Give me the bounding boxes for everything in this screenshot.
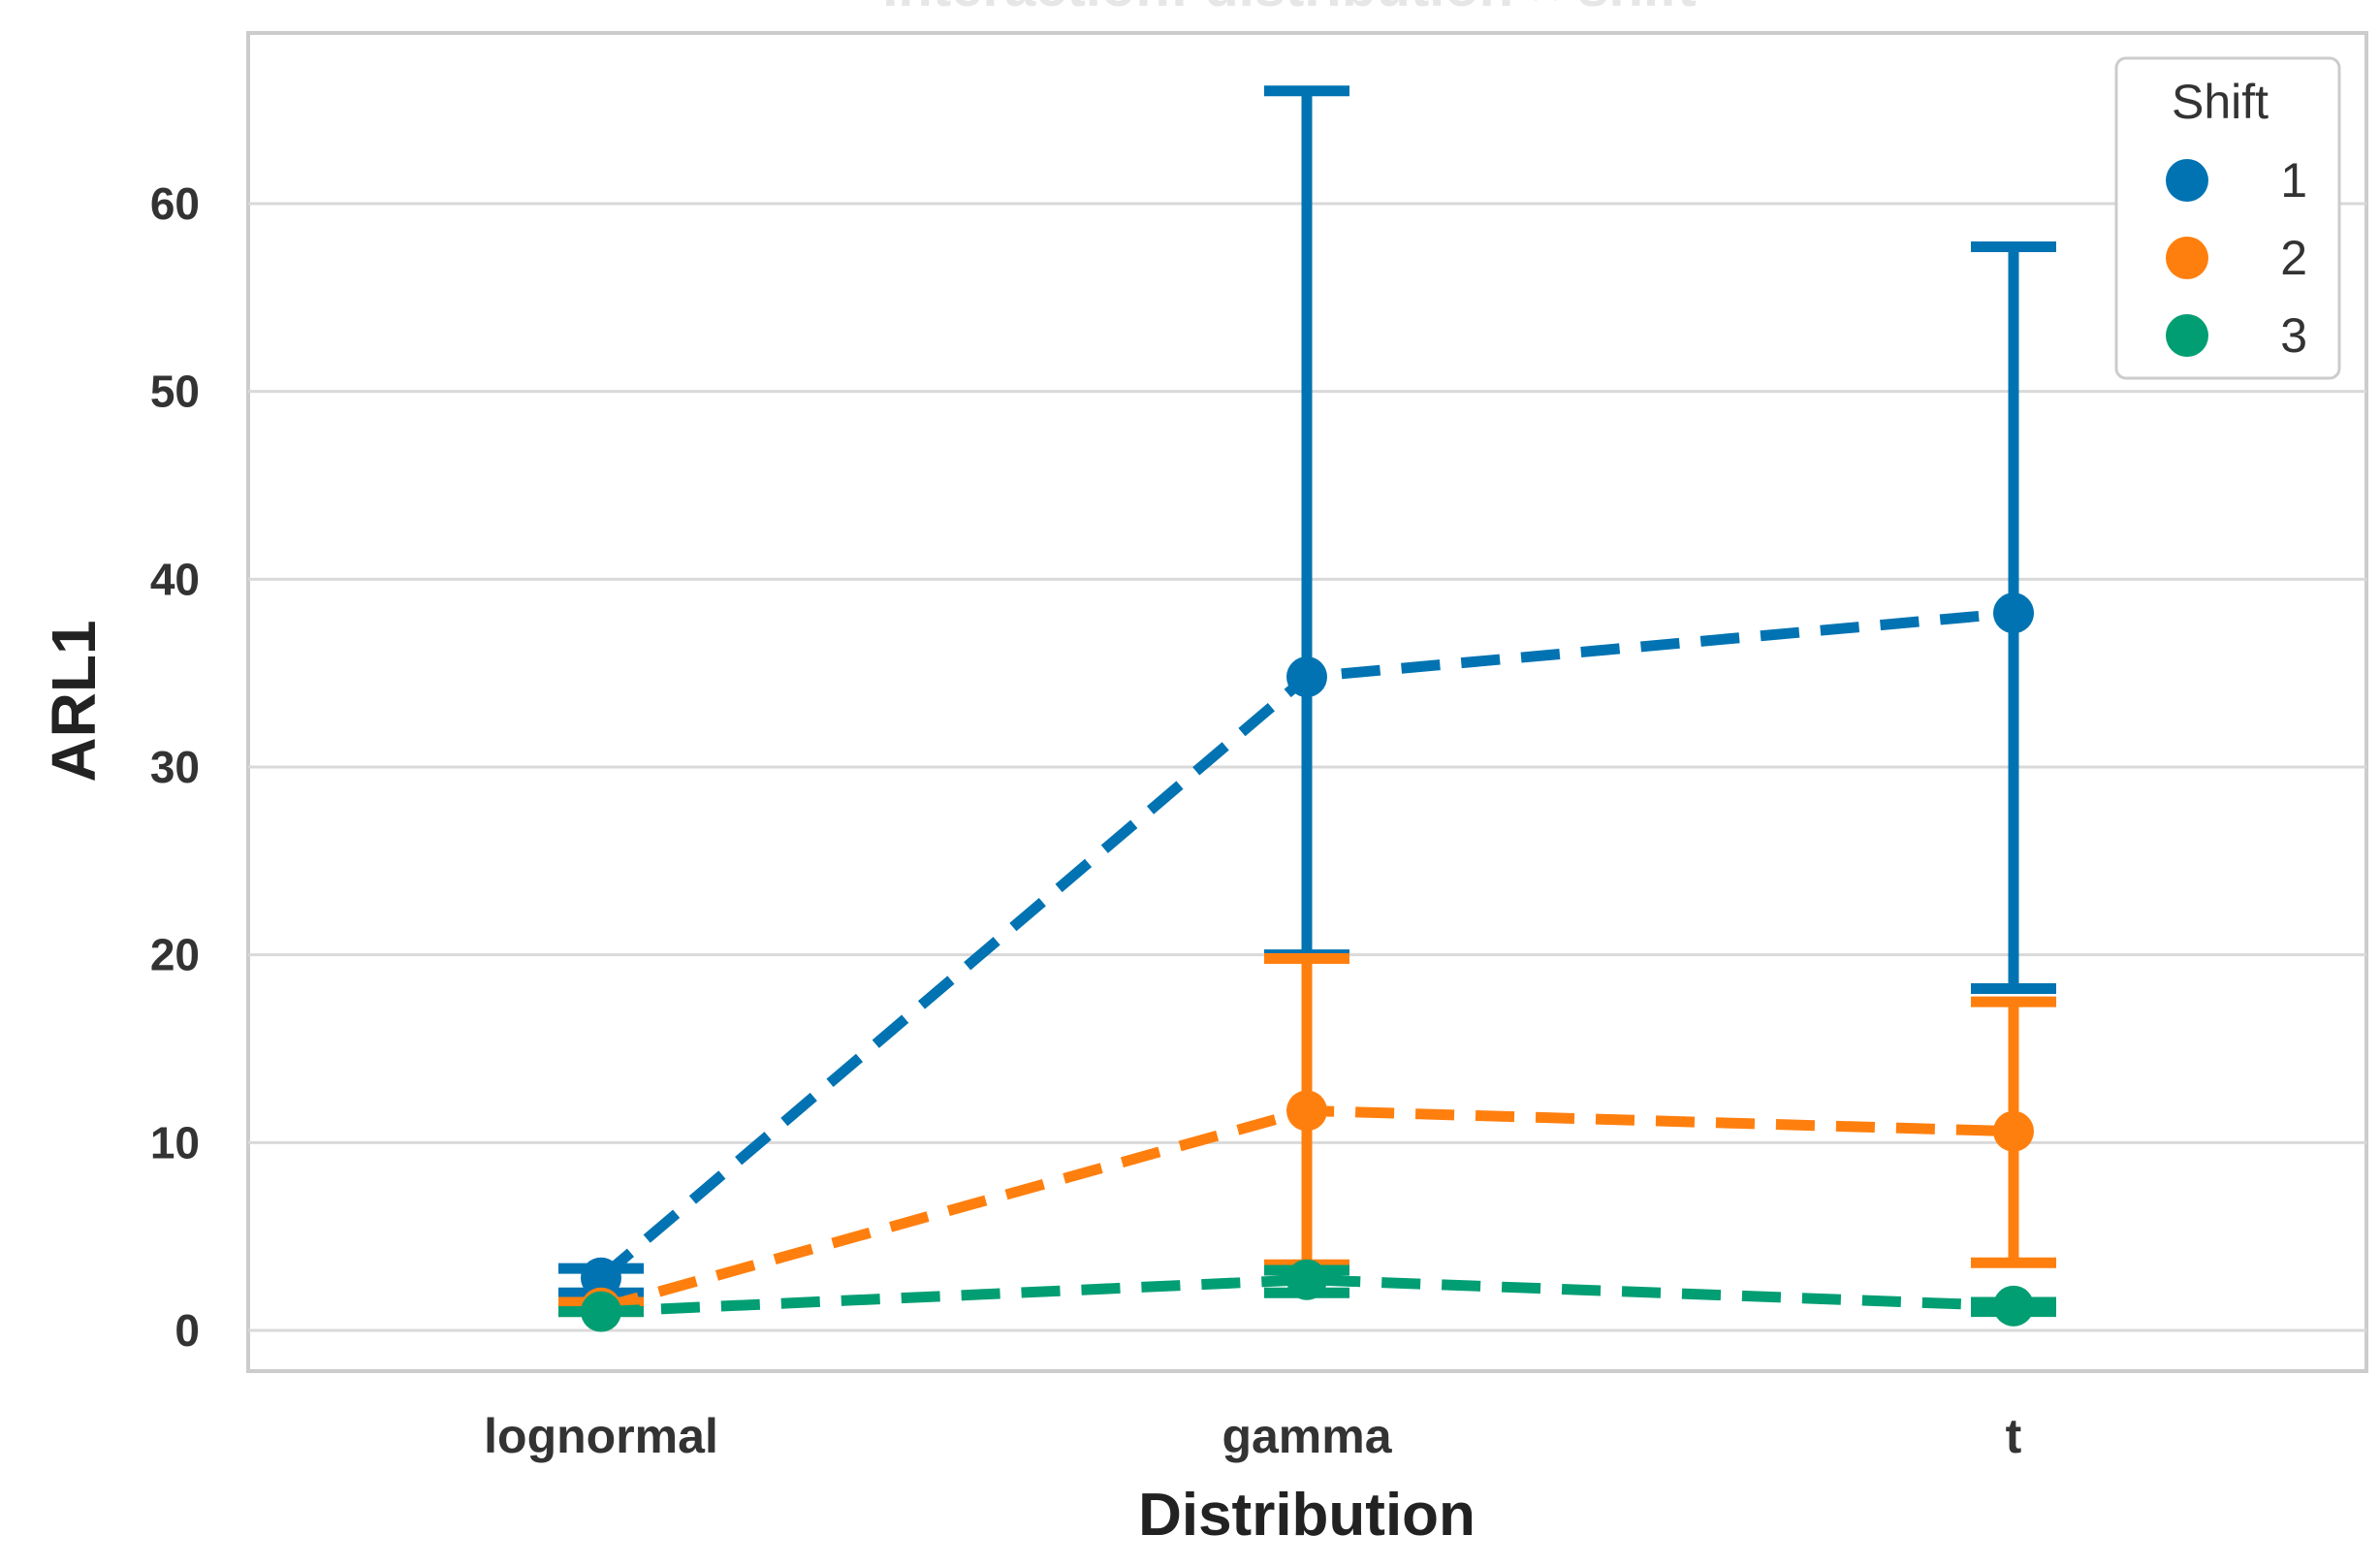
y-tick-label: 0 [175,1305,200,1356]
x-tick-label: gamma [1222,1409,1392,1463]
legend-marker [2166,314,2208,357]
data-point [1993,1110,2034,1152]
legend-title: Shift [2172,75,2269,129]
legend: Shift 1 2 3 [2114,56,2341,380]
x-axis-label: Distribution [1138,1482,1476,1549]
x-tick-labels: lognormal gamma t [484,1409,2022,1463]
series-3 [558,1259,2056,1332]
data-point [1286,1259,1327,1300]
data-point [581,1257,621,1298]
data-point [581,1291,621,1332]
y-tick-label: 60 [150,178,200,229]
y-tick-label: 40 [150,554,200,604]
x-tick-label: t [2006,1409,2022,1463]
legend-box [2114,56,2341,380]
legend-marker [2166,159,2208,202]
y-tick-label: 20 [150,930,200,980]
legend-label: 2 [2280,231,2307,285]
data-point [1286,1090,1327,1132]
y-tick-label: 50 [150,367,200,417]
legend-label: 3 [2280,308,2307,363]
y-axis-label: ARL1 [39,620,109,782]
y-tick-labels: 0 10 20 30 40 50 60 [150,178,200,1356]
series-layer [558,85,2056,1332]
legend-label: 1 [2280,153,2307,208]
data-point [1993,1285,2034,1327]
chart-title: Interaction: distribution × shift [882,0,1696,18]
x-tick-label: lognormal [484,1409,718,1463]
data-point [1286,656,1327,698]
legend-marker [2166,237,2208,279]
y-tick-label: 10 [150,1117,200,1167]
y-tick-label: 30 [150,742,200,792]
legend-items: 1 2 3 [2166,153,2307,363]
series-line [600,1274,2015,1318]
data-point [1993,592,2034,634]
